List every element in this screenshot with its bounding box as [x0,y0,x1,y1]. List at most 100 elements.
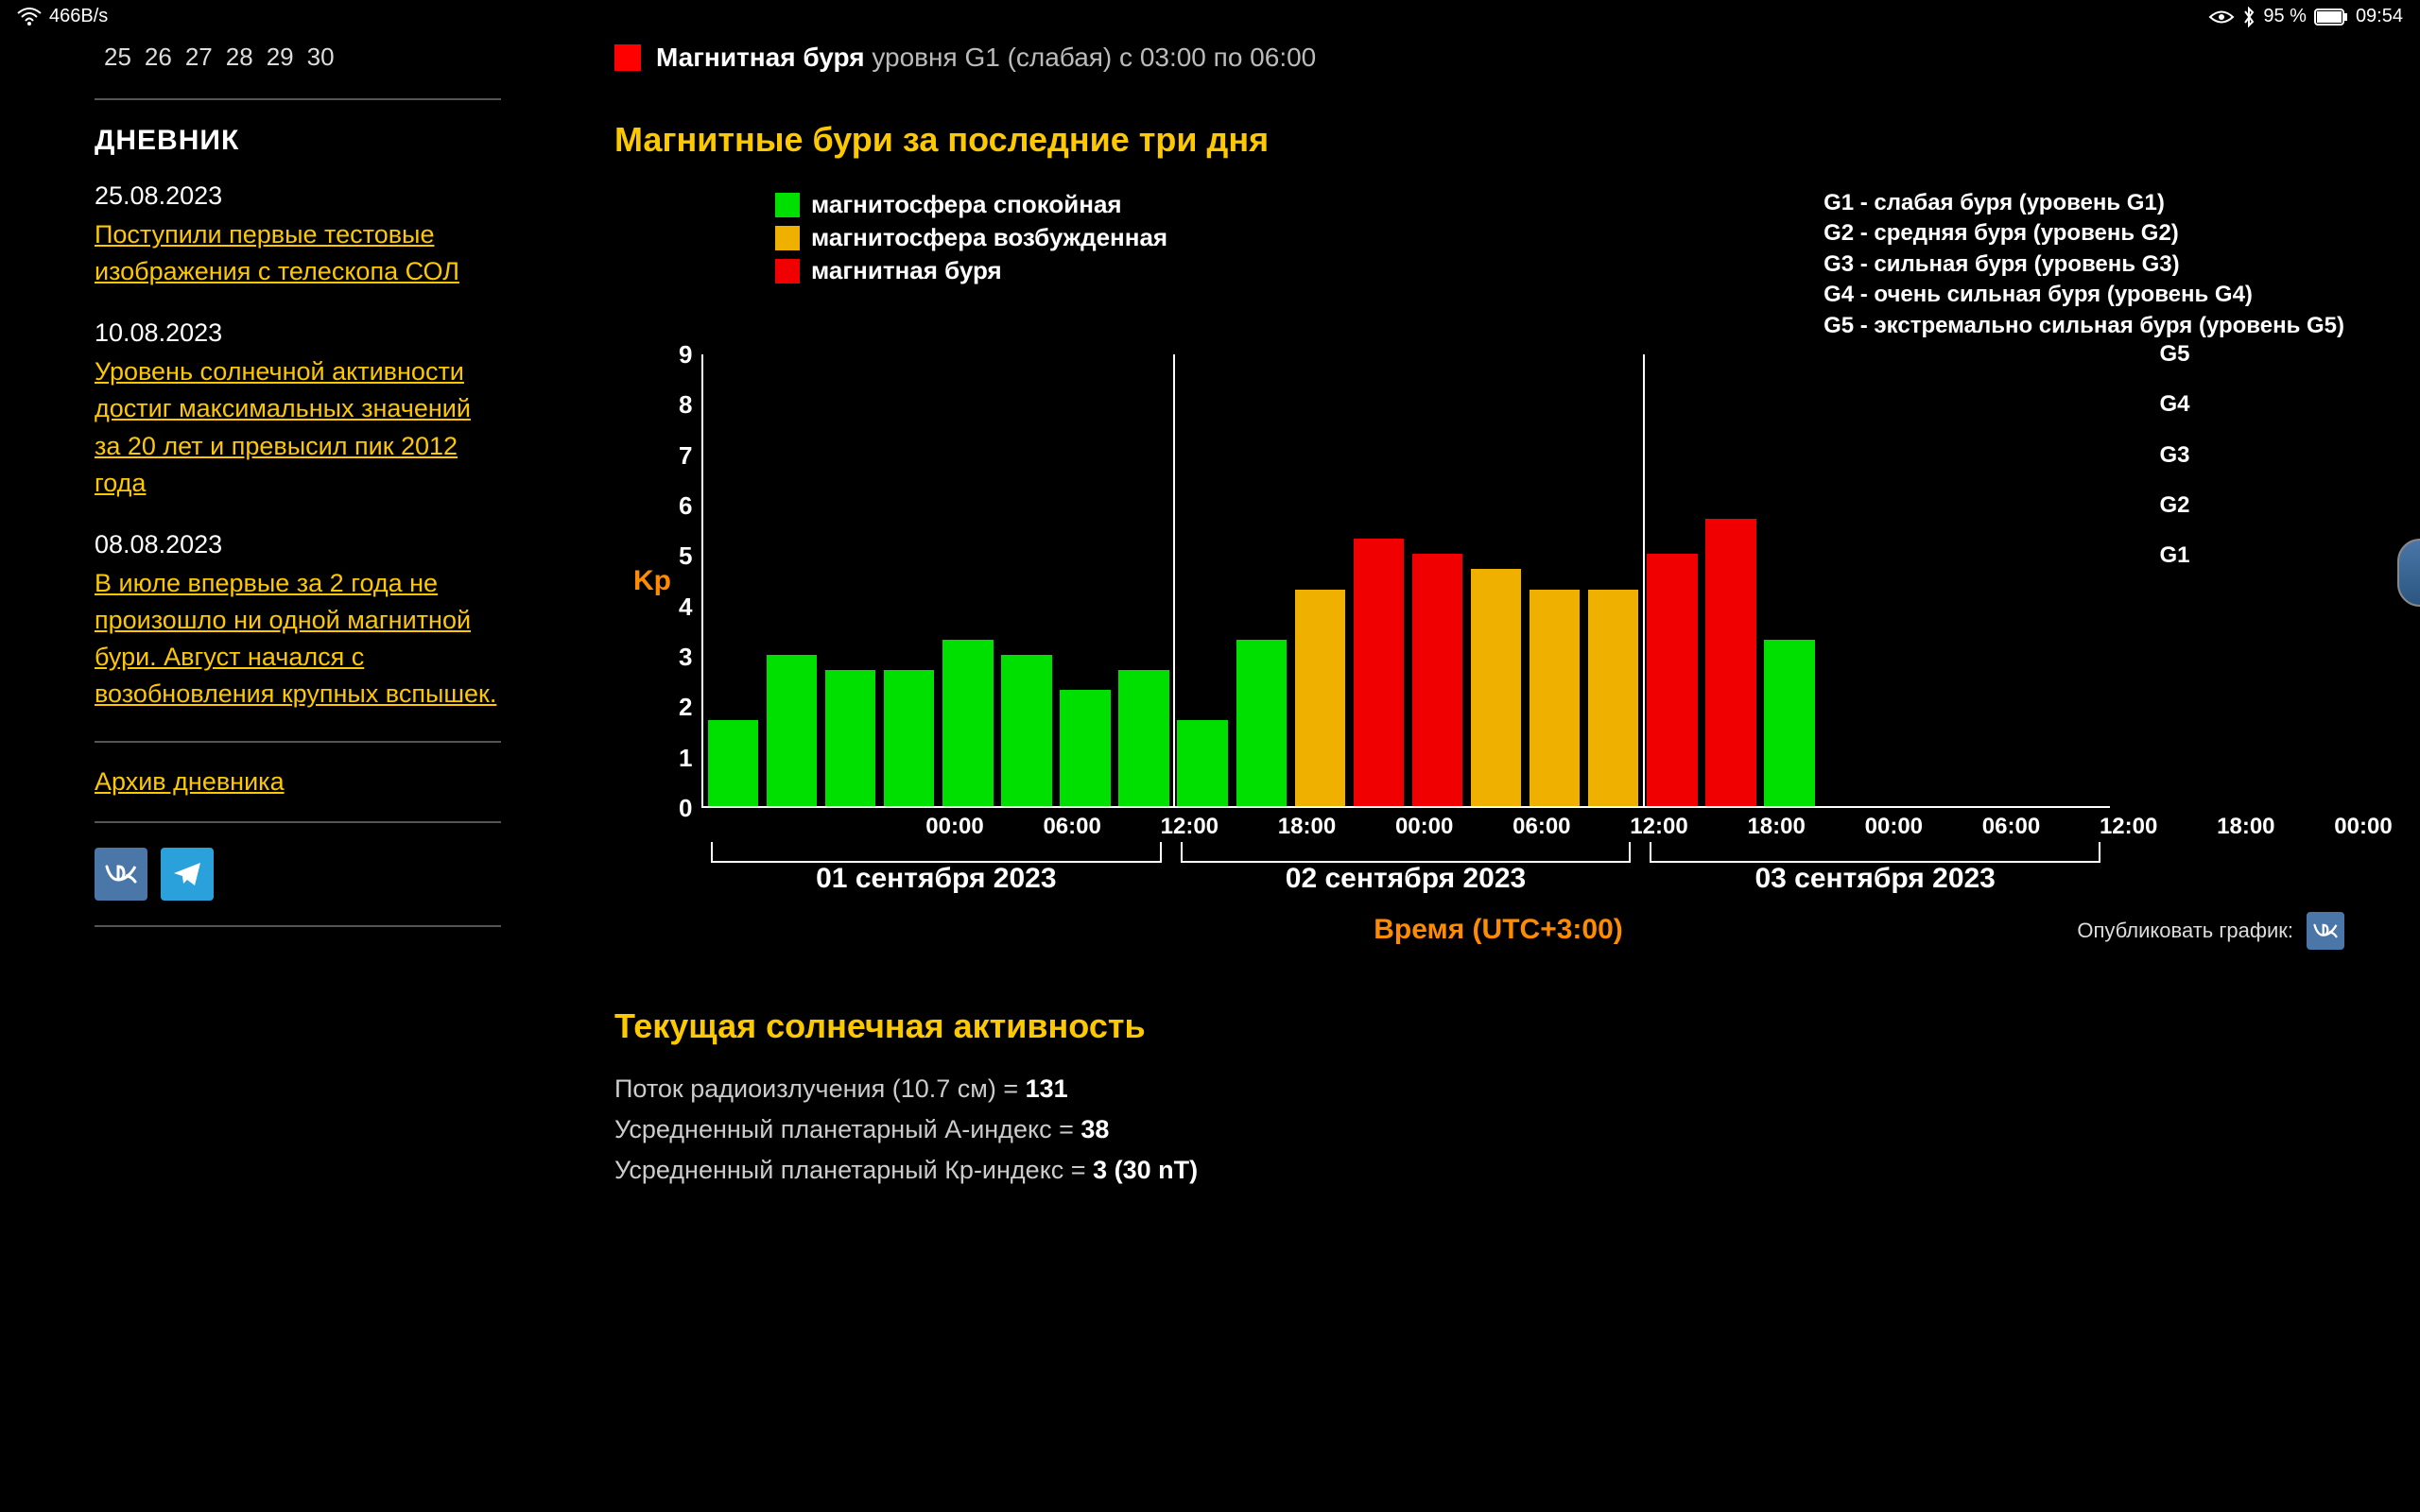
x-tick: 12:00 [1630,814,1687,840]
calendar-day[interactable]: 28 [226,43,253,72]
date-label: 01 сентября 2023 [816,863,1056,895]
diary-entry: 08.08.2023 В июле впервые за 2 года не пр… [95,530,501,713]
y-axis-label: Kp [633,565,671,597]
storm-icon [614,44,641,71]
battery-icon [2314,9,2348,26]
calendar-day[interactable]: 29 [267,43,294,72]
kp-bar [1471,569,1521,806]
entry-link[interactable]: Поступили первые тестовые изображения с … [95,220,459,285]
g-level-label: G2 [2159,492,2189,519]
x-tick: 00:00 [2334,814,2392,840]
main-content: Магнитная буря уровня G1 (слабая) с 03:0… [614,43,2382,1185]
entry-link[interactable]: Уровень солнечной активности достиг макс… [95,357,471,496]
day-separator [1173,354,1175,806]
calendar-day[interactable]: 27 [185,43,213,72]
date-bracket [1650,842,2100,863]
kp-bar [1060,690,1110,806]
kp-bar [1412,554,1462,806]
x-tick: 06:00 [1043,814,1100,840]
x-tick: 12:00 [1161,814,1219,840]
calendar-day[interactable]: 25 [104,43,131,72]
x-tick: 06:00 [1512,814,1570,840]
divider [95,98,501,100]
g-legend-line: G1 - слабая буря (уровень G1) [1824,188,2344,218]
kp-bar [884,670,934,806]
legend-swatch [775,226,800,250]
share-vk-button[interactable] [2307,912,2344,950]
kp-bar [708,720,758,806]
g-legend-line: G5 - экстремально сильная буря (уровень … [1824,311,2344,341]
kp-bar [1764,640,1814,806]
x-axis-ticks: 00:00 06:00 12:00 18:00 00:00 06:00 12:00 18:00… [955,808,2363,842]
calendar-row: 25 26 27 28 29 30 [95,43,501,72]
x-tick: 18:00 [2217,814,2274,840]
legend-item: магнитосфера спокойная [775,188,1167,221]
x-tick: 12:00 [2100,814,2157,840]
entry-date: 08.08.2023 [95,530,501,559]
legend-swatch [775,193,800,217]
divider [95,821,501,823]
side-widget[interactable] [2397,539,2420,607]
activity-line: Поток радиоизлучения (10.7 см) = 131 [614,1074,2382,1104]
g-level-label: G4 [2159,391,2189,418]
kp-bar [1118,670,1168,806]
legend-label: магнитосфера спокойная [811,188,1122,221]
activity-line: Усредненный планетарный Кр-индекс = 3 (3… [614,1156,2382,1185]
calendar-day[interactable]: 30 [307,43,335,72]
archive-link[interactable]: Архив дневника [95,767,285,796]
diary-entry: 25.08.2023 Поступили первые тестовые изоб… [95,181,501,290]
legend-right: G1 - слабая буря (уровень G1)G2 - средня… [1824,188,2344,341]
g-legend-line: G4 - очень сильная буря (уровень G4) [1824,280,2344,310]
net-speed: 466B/s [49,6,108,27]
x-tick: 00:00 [925,814,983,840]
storm-alert: Магнитная буря уровня G1 (слабая) с 03:0… [614,43,2382,73]
kp-bar [825,670,875,806]
telegram-button[interactable] [161,848,214,901]
date-labels: 01 сентября 2023 02 сентября 2023 03 сентя… [701,842,2110,899]
date-label: 02 сентября 2023 [1286,863,1526,895]
g-legend-line: G2 - средняя буря (уровень G2) [1824,218,2344,249]
y-axis-ticks: 9876543210 [679,354,701,808]
legend-item: магнитосфера возбужденная [775,221,1167,254]
wifi-icon [17,8,42,26]
activity-line: Усредненный планетарный А-индекс = 38 [614,1115,2382,1144]
storm-title: Магнитная буря [656,43,865,72]
kp-bar [1705,519,1755,806]
x-tick: 18:00 [1747,814,1805,840]
kp-bar [767,655,817,806]
divider [95,925,501,927]
kp-bar [1354,539,1404,806]
x-tick: 00:00 [1395,814,1453,840]
g-level-label: G5 [2159,341,2189,368]
calendar-day[interactable]: 26 [145,43,172,72]
entry-date: 10.08.2023 [95,318,501,348]
solar-activity: Текущая солнечная активность Поток радио… [614,1006,2382,1185]
kp-bar [942,640,993,806]
entry-date: 25.08.2023 [95,181,501,211]
g-legend-line: G3 - сильная буря (уровень G3) [1824,249,2344,280]
bluetooth-icon [2242,7,2256,27]
publish-label: Опубликовать график: [2077,919,2293,943]
g-level-label: G3 [2159,442,2189,469]
x-tick: 00:00 [1865,814,1923,840]
chart-title: Магнитные бури за последние три дня [614,120,2382,160]
kp-bar [1177,720,1227,806]
kp-bar [1647,554,1697,806]
vk-button[interactable] [95,848,147,901]
kp-bar [1588,590,1638,806]
date-label: 03 сентября 2023 [1754,863,1995,895]
activity-title: Текущая солнечная активность [614,1006,2382,1046]
status-bar: 466B/s 95 % 09:54 [0,0,2420,33]
g-level-label: G1 [2159,542,2189,569]
x-tick: 06:00 [1982,814,2040,840]
day-separator [1643,354,1645,806]
kp-bar [1236,640,1287,806]
eye-icon [2208,9,2235,26]
battery-pct: 95 % [2263,6,2307,27]
kp-chart: магнитосфера спокойнаямагнитосфера возбу… [614,188,2382,950]
legend-swatch [775,259,800,284]
plot-area: G5G4G3G2G1 [701,354,2110,808]
date-bracket [1181,842,1632,863]
entry-link[interactable]: В июле впервые за 2 года не произошло ни… [95,569,496,708]
sidebar: 252627282930 ДНЕВНИК 25.08.2023Поступили… [95,43,501,1185]
